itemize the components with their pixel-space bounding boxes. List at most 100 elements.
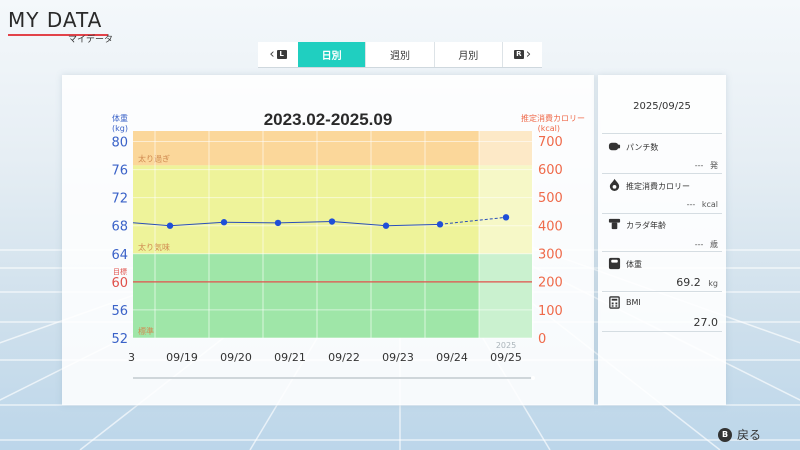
tab-next-button[interactable]: R › bbox=[501, 42, 542, 67]
selected-day-highlight bbox=[479, 131, 533, 338]
right-axis-title: 推定消費カロリー bbox=[521, 113, 585, 123]
screen-subtitle: マイデータ bbox=[68, 35, 114, 45]
x-axis-tick: 09/24 bbox=[436, 351, 468, 364]
weight-label: 体重 bbox=[626, 260, 642, 269]
back-button-label: 戻る bbox=[737, 428, 762, 442]
weight-unit: kg bbox=[708, 279, 718, 288]
calories-value: --- kcal bbox=[687, 200, 718, 209]
date-range-title: 2023.02-2025.09 bbox=[263, 110, 393, 129]
right-axis-tick: 200 bbox=[538, 276, 563, 291]
left-axis-tick: 72 bbox=[111, 192, 128, 207]
weight-number: 69.2 bbox=[676, 276, 701, 289]
x-axis-tick: 09/19 bbox=[166, 351, 198, 364]
x-axis-tick: 09/21 bbox=[274, 351, 306, 364]
back-button[interactable]: B 戻る bbox=[718, 426, 761, 443]
calculator-icon bbox=[609, 296, 620, 309]
left-axis-tick: 64 bbox=[111, 248, 128, 263]
bmi-label: BMI bbox=[626, 298, 641, 307]
data-point bbox=[502, 214, 510, 221]
summary-divider bbox=[602, 251, 722, 252]
left-axis-tick: 80 bbox=[111, 136, 128, 151]
muscle-icon bbox=[608, 218, 621, 230]
right-axis-tick: 700 bbox=[538, 135, 563, 150]
x-axis-tick: 09/20 bbox=[220, 351, 252, 364]
left-axis-tick: 76 bbox=[111, 164, 128, 179]
data-point bbox=[220, 219, 228, 226]
screen-title-block: MY DATA マイデータ bbox=[8, 8, 113, 45]
punch-count-label: パンチ数 bbox=[626, 143, 659, 152]
scale-icon bbox=[608, 257, 621, 270]
right-axis-tick: 100 bbox=[538, 304, 563, 319]
flame-icon bbox=[609, 178, 620, 191]
chart-scroll-thumb bbox=[531, 376, 535, 380]
body-age-label: カラダ年齢 bbox=[626, 221, 666, 230]
tab-daily[interactable]: 日別 bbox=[298, 42, 366, 67]
data-point bbox=[382, 222, 390, 229]
tab-weekly[interactable]: 週別 bbox=[365, 42, 433, 67]
summary-panel: 2025/09/25 パンチ数 --- 発 推定消費カロリー --- kcal … bbox=[598, 75, 726, 405]
summary-divider bbox=[602, 133, 722, 134]
body-age-value: --- 歳 bbox=[695, 239, 718, 250]
band-label: 標準 bbox=[138, 326, 154, 336]
calories-number: --- bbox=[686, 200, 696, 209]
data-point bbox=[274, 219, 282, 227]
punch-count-number: --- bbox=[694, 161, 704, 170]
bmi-value: 27.0 bbox=[693, 316, 719, 329]
right-axis-tick: 400 bbox=[538, 219, 563, 234]
data-point bbox=[166, 222, 174, 229]
x-axis-tick: 09/25 bbox=[490, 351, 522, 364]
band-label: 太り気味 bbox=[138, 242, 170, 252]
band-1 bbox=[133, 165, 532, 254]
left-axis-tick: 68 bbox=[111, 220, 128, 235]
series-line-segment bbox=[277, 221, 333, 224]
chevron-right-icon: › bbox=[525, 47, 532, 62]
weight-value: 69.2 kg bbox=[676, 276, 718, 289]
right-axis-tick: 600 bbox=[538, 163, 563, 178]
tab-prev-button[interactable]: ‹ L bbox=[258, 42, 298, 67]
left-axis-tick: 52 bbox=[111, 332, 128, 347]
chevron-left-icon: ‹ bbox=[269, 47, 275, 62]
b-button-icon: B bbox=[718, 427, 732, 442]
left-axis-unit: (kg) bbox=[112, 124, 128, 133]
data-point bbox=[328, 218, 336, 225]
goal-label: 目標 bbox=[113, 267, 127, 276]
body-age-number: --- bbox=[694, 240, 704, 249]
x-axis-tick-partial: 3 bbox=[128, 351, 135, 364]
title-underline bbox=[8, 34, 108, 36]
right-axis-tick: 300 bbox=[538, 248, 563, 263]
x-axis-tick: 09/22 bbox=[328, 351, 360, 364]
left-axis-title: 体重 bbox=[112, 113, 128, 123]
l-button-icon: L bbox=[276, 50, 287, 59]
series-line-segment bbox=[385, 223, 441, 227]
calories-label: 推定消費カロリー bbox=[626, 182, 690, 191]
series-line-segment bbox=[439, 216, 507, 225]
punch-icon bbox=[608, 142, 621, 151]
series-line-lead bbox=[132, 222, 171, 227]
series-line-segment bbox=[169, 221, 225, 227]
body-age-unit: 歳 bbox=[710, 240, 718, 249]
right-axis-tick: 0 bbox=[538, 332, 546, 347]
summary-divider bbox=[602, 213, 722, 214]
summary-divider bbox=[602, 291, 722, 292]
summary-date: 2025/09/25 bbox=[633, 101, 691, 112]
band-0 bbox=[133, 131, 532, 166]
right-axis-tick: 500 bbox=[538, 191, 563, 206]
band-label: 太り過ぎ bbox=[138, 153, 170, 163]
data-point bbox=[436, 221, 444, 228]
band-2 bbox=[133, 253, 532, 338]
series-line-segment bbox=[331, 221, 387, 227]
calories-unit: kcal bbox=[701, 200, 718, 209]
period-tab-bar: ‹ L 日別 週別 月別 R › bbox=[258, 42, 542, 68]
summary-divider bbox=[602, 331, 722, 332]
punch-count-value: --- 発 bbox=[695, 160, 718, 171]
left-axis-tick: 60 bbox=[111, 276, 128, 291]
left-axis-tick: 56 bbox=[111, 304, 128, 319]
x-axis-tick: 09/23 bbox=[382, 351, 414, 364]
summary-divider bbox=[602, 173, 722, 174]
screen-title: MY DATA bbox=[8, 8, 103, 32]
right-axis-unit: (kcal) bbox=[538, 124, 560, 133]
r-button-icon: R bbox=[513, 50, 524, 59]
year-label: 2025 bbox=[496, 341, 516, 350]
tab-monthly[interactable]: 月別 bbox=[433, 42, 502, 67]
